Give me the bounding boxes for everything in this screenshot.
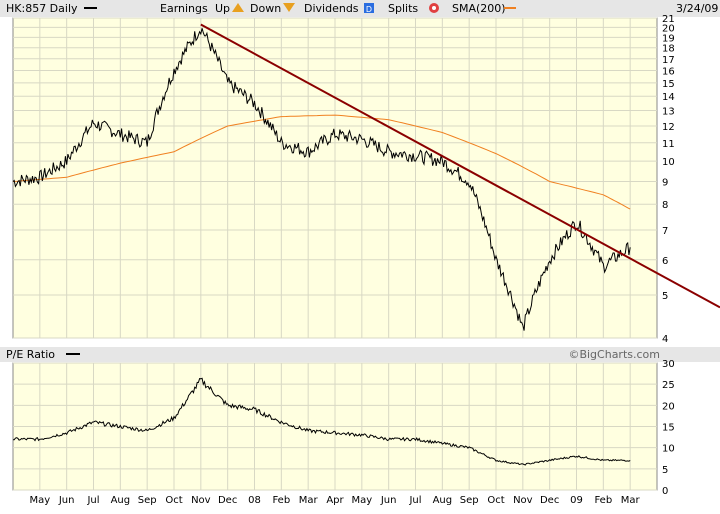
earnings-label: Earnings <box>160 2 208 15</box>
pe-y-tick-label: 30 <box>662 359 675 370</box>
x-tick-label: Apr <box>326 495 344 506</box>
price-y-tick-label: 17 <box>662 55 675 66</box>
price-y-tick-label: 9 <box>662 178 668 189</box>
x-axis: May Jun Jul Aug Sep Oct Nov Dec 08 Feb Mar Apr May Ju… <box>29 495 640 506</box>
price-y-tick-label: 8 <box>662 200 668 211</box>
x-tick-label: Feb <box>594 495 612 506</box>
price-y-tick-label: 13 <box>662 107 675 118</box>
pe-y-tick-label: 0 <box>662 486 668 497</box>
earnings-up-icon <box>232 3 244 12</box>
x-tick-label: Sep <box>138 495 157 506</box>
x-tick-label: Dec <box>218 495 237 506</box>
price-y-tick-label: 20 <box>662 23 675 34</box>
x-tick-label: Sep <box>460 495 479 506</box>
pe-y-tick-label: 10 <box>662 444 675 455</box>
price-y-tick-label: 14 <box>662 92 675 103</box>
bigcharts-watermark: ©BigCharts.com <box>568 348 660 361</box>
pe-ratio-line <box>13 377 631 466</box>
earnings-down-icon <box>283 3 295 12</box>
price-y-tick-label: 18 <box>662 44 675 55</box>
trendline <box>200 23 720 309</box>
split-icon-center <box>432 6 436 10</box>
dividend-icon <box>364 3 374 13</box>
x-tick-label: Oct <box>165 495 182 506</box>
x-tick-label: Dec <box>540 495 559 506</box>
x-tick-label: Jul <box>408 495 421 506</box>
x-tick-label: 08 <box>248 495 261 506</box>
x-tick-label: Mar <box>621 495 641 506</box>
price-y-tick-label: 21 <box>662 14 675 25</box>
x-tick-label: May <box>351 495 372 506</box>
splits-label: Splits <box>388 2 418 15</box>
x-tick-label: May <box>29 495 50 506</box>
price-y-tick-label: 6 <box>662 256 668 267</box>
price-y-tick-label: 12 <box>662 122 675 133</box>
price-grid <box>13 17 657 339</box>
price-line <box>12 28 631 331</box>
pe-header-bar <box>0 347 720 362</box>
pe-label: P/E Ratio <box>6 348 55 361</box>
x-tick-label: Jun <box>58 495 75 506</box>
x-tick-label: 09 <box>570 495 583 506</box>
earnings-up-label: Up <box>215 2 230 15</box>
x-tick-label: Aug <box>433 495 453 506</box>
pe-y-tick-label: 15 <box>662 423 675 434</box>
pe-y-tick-label: 5 <box>662 465 668 476</box>
price-y-tick-label: 5 <box>662 291 668 302</box>
x-tick-label: Jun <box>380 495 397 506</box>
header-bar <box>0 0 720 17</box>
price-y-tick-label: 16 <box>662 66 675 77</box>
x-tick-label: Oct <box>487 495 504 506</box>
x-tick-label: Feb <box>272 495 290 506</box>
price-y-tick-label: 15 <box>662 79 675 90</box>
x-tick-label: Jul <box>86 495 99 506</box>
sma-200-line <box>12 114 631 210</box>
price-y-tick-label: 11 <box>662 139 675 150</box>
pe-y-axis: 0 5 10 15 20 25 30 <box>662 359 675 497</box>
earnings-down-label: Down <box>250 2 281 15</box>
dividend-badge-letter: D <box>366 5 372 14</box>
x-tick-label: Nov <box>191 495 211 506</box>
pe-y-tick-label: 25 <box>662 380 675 391</box>
x-tick-label: Mar <box>299 495 319 506</box>
price-y-tick-label: 4 <box>662 334 668 345</box>
symbol-label: HK:857 Daily <box>6 2 78 15</box>
chart-date: 3/24/09 <box>676 2 718 15</box>
price-y-tick-label: 19 <box>662 33 675 44</box>
price-y-tick-label: 10 <box>662 157 675 168</box>
price-y-tick-label: 7 <box>662 226 668 237</box>
x-tick-label: Aug <box>111 495 131 506</box>
dividends-label: Dividends <box>304 2 359 15</box>
x-tick-label: Nov <box>513 495 533 506</box>
sma-label: SMA(200) <box>452 2 506 15</box>
pe-y-tick-label: 20 <box>662 401 675 412</box>
